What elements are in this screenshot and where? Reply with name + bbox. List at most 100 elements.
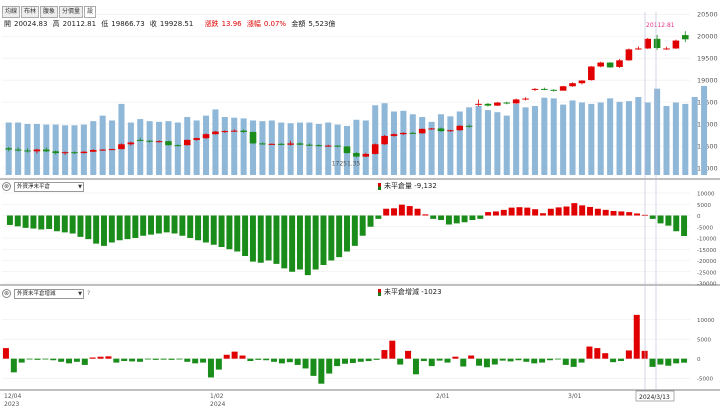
tab-bollinger[interactable]: 布林 — [21, 6, 40, 18]
oi-change-bar — [207, 358, 214, 378]
candle-body — [531, 88, 539, 90]
candle-body — [522, 98, 529, 100]
candle-body — [597, 62, 605, 67]
oi-bar — [210, 215, 217, 245]
candle-body — [240, 130, 247, 132]
candle-body — [212, 131, 219, 135]
panel3-close-icon[interactable]: ⊗ — [2, 289, 11, 298]
oi-bar — [289, 215, 296, 272]
cursor-date-label: 2024/3/13 — [639, 394, 670, 401]
oi-change-bar — [610, 358, 617, 363]
oi-bar — [602, 209, 609, 216]
volume-bar — [588, 103, 595, 175]
x-tick-label: 1/02 — [210, 393, 224, 400]
volume-bar — [174, 122, 181, 175]
oi-change-bar — [349, 358, 356, 363]
candle-body — [635, 48, 642, 50]
high-label: 高 — [52, 20, 60, 28]
volume-bar — [541, 97, 548, 175]
y-tick-label: 10000 — [697, 318, 715, 324]
tab-settings[interactable]: 設 — [84, 6, 97, 18]
volume-bar — [503, 115, 510, 175]
candle-body — [287, 143, 294, 145]
volume-bar — [597, 102, 604, 175]
candle-body — [89, 149, 97, 152]
volume-bar — [644, 102, 651, 175]
candle-body — [653, 38, 661, 49]
volume-bar — [325, 122, 332, 175]
y-tick-label: 19000 — [697, 77, 718, 85]
oi-change-bar — [310, 358, 317, 376]
oi-change-bar — [263, 358, 270, 361]
oi-bar — [202, 215, 209, 243]
candle-body — [127, 142, 135, 145]
panel2-close-icon[interactable]: ⊗ — [2, 182, 11, 191]
candle-body — [663, 48, 670, 50]
y-tick-label: 17500 — [697, 143, 718, 151]
oi-bar — [571, 203, 578, 216]
oi-bar — [281, 215, 288, 269]
open-value: 20024.83 — [14, 20, 48, 28]
panel3-indicator-select[interactable]: 外資未平倉增減 ▼ — [14, 288, 84, 299]
candle-body — [324, 145, 332, 147]
y-tick-label: 19500 — [697, 55, 718, 63]
volume-bar — [616, 101, 623, 175]
oi-change-bar — [215, 358, 222, 370]
oi-change-bar — [365, 358, 372, 362]
panel3-legend-value: -1023 — [421, 288, 442, 296]
open-label: 開 — [4, 20, 11, 28]
oi-change-bar — [129, 358, 136, 362]
oi-bar — [320, 215, 327, 265]
candle-body — [259, 143, 266, 145]
y-tick-label: 0 — [697, 357, 701, 363]
panel2-legend-label: 未平倉量 — [384, 182, 412, 190]
candle-body — [202, 134, 210, 139]
oi-change-bar — [278, 358, 285, 364]
oi-bar — [226, 215, 233, 250]
oi-bar — [485, 212, 492, 216]
oi-change-bar — [468, 355, 475, 359]
volume-bar — [109, 120, 116, 175]
oi-bar — [665, 215, 672, 226]
oi-change-bar — [121, 358, 128, 362]
oi-change-bar — [665, 358, 672, 366]
oi-bar — [438, 215, 445, 220]
candle-body — [672, 40, 680, 49]
oi-bar — [673, 215, 680, 232]
volume-bar — [259, 121, 266, 175]
oi-bar — [461, 215, 468, 223]
candle-body — [315, 145, 323, 147]
help-icon[interactable]: ? — [87, 290, 91, 297]
volume-bar — [306, 122, 313, 175]
amount-value: 5,523億 — [308, 20, 336, 28]
oi-bar — [108, 215, 115, 243]
tab-volume-profile[interactable]: 分價量 — [59, 6, 84, 18]
candle-body — [221, 131, 229, 133]
oi-change-bar — [105, 356, 112, 359]
volume-bar — [522, 107, 529, 175]
panel2-indicator-select[interactable]: 外資淨未平倉 ▼ — [14, 181, 84, 192]
oi-bar — [155, 215, 162, 234]
volume-bar — [315, 123, 322, 175]
oi-change-bar — [673, 358, 680, 364]
candle-body — [334, 145, 341, 147]
oi-bar — [132, 215, 139, 238]
candle-body — [5, 148, 12, 150]
volume-bar — [635, 97, 642, 175]
oi-change-bar — [223, 354, 230, 359]
panel3-legend: 未平倉增減 -1023 — [378, 288, 442, 297]
volume-bar — [494, 112, 501, 175]
candle-body — [541, 88, 548, 90]
oi-change-bar — [231, 351, 238, 359]
tab-moving-average[interactable]: 均線 — [2, 6, 21, 18]
tab-pattern[interactable]: 腹象 — [40, 6, 59, 18]
candle-body — [428, 128, 435, 130]
oi-bar — [38, 215, 45, 230]
high-annotation: 20112.81 — [646, 22, 675, 29]
oi-bar — [195, 215, 202, 241]
volume-bar — [372, 105, 379, 175]
candle-body — [71, 152, 78, 154]
volume-bar — [409, 114, 416, 175]
oi-bar — [124, 215, 131, 240]
